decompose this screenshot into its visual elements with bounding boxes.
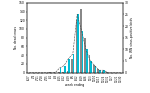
Bar	[93, 65, 95, 73]
Bar	[75, 20, 77, 73]
Bar	[80, 9, 82, 73]
Bar	[60, 68, 61, 73]
X-axis label: week ending: week ending	[65, 83, 85, 87]
Bar	[89, 55, 90, 73]
Bar	[54, 72, 55, 73]
Bar	[99, 70, 101, 73]
Bar	[102, 71, 103, 73]
Bar	[73, 54, 75, 73]
Bar	[67, 71, 68, 73]
Bar	[97, 69, 99, 73]
Bar	[90, 61, 92, 73]
Bar	[103, 70, 105, 73]
Bar	[62, 72, 64, 73]
Y-axis label: No. WN virus-positive birds: No. WN virus-positive birds	[130, 17, 134, 58]
Bar	[49, 72, 51, 73]
Bar	[58, 72, 60, 73]
Bar	[84, 38, 86, 73]
Bar	[95, 66, 96, 73]
Bar	[77, 14, 79, 73]
Bar	[86, 49, 88, 73]
Bar	[106, 72, 108, 73]
Bar	[64, 66, 66, 73]
Bar	[68, 59, 70, 73]
Bar	[71, 59, 73, 73]
Y-axis label: No. dead crows: No. dead crows	[14, 26, 18, 49]
Bar	[82, 31, 83, 73]
